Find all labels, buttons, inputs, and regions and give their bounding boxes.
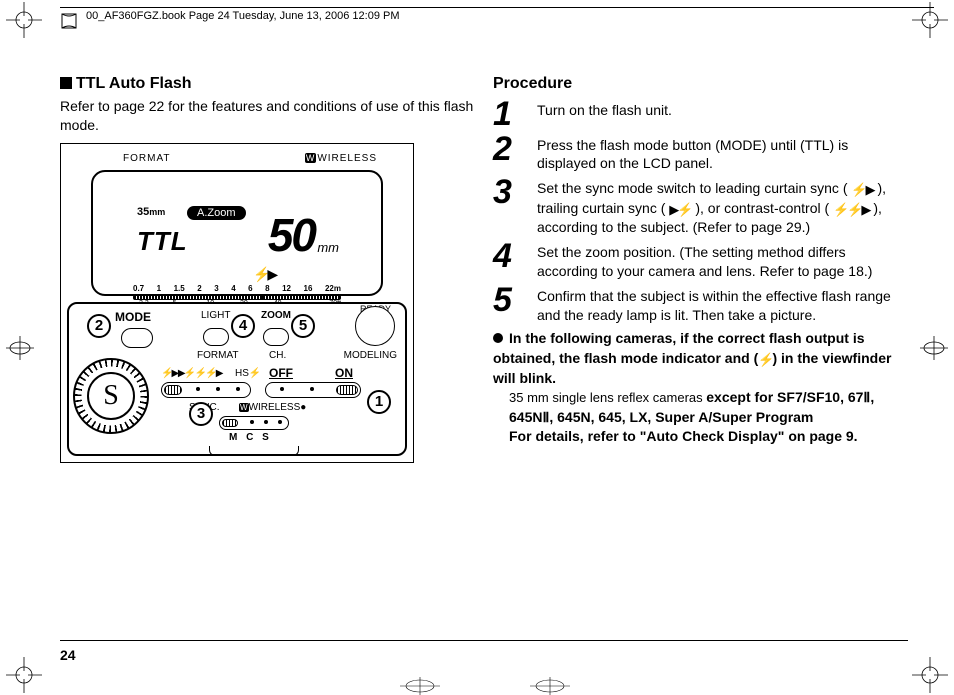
lcd-wireless-label: WIRELESS: [305, 153, 377, 164]
mode-button[interactable]: [121, 328, 153, 348]
lcd-focal: 35mm: [137, 206, 165, 218]
callout-5: 5: [291, 314, 315, 338]
lcd-format-label: FORMAT: [123, 153, 170, 164]
step-text-5: Confirm that the subject is within the e…: [537, 285, 908, 325]
off-label: OFF: [269, 366, 293, 380]
crop-mark-bl: [6, 657, 42, 693]
lcd-ttl-text: TTL: [137, 226, 188, 257]
modeling-label: MODELING: [344, 350, 397, 361]
crop-mark-br: [912, 657, 948, 693]
page-number: 24: [60, 647, 76, 663]
wireless-switch-label: WWIRELESS●: [239, 402, 306, 413]
step-number-5: 5: [493, 285, 527, 316]
section-title-text: TTL Auto Flash: [76, 75, 192, 92]
format-btn-label: FORMAT: [197, 350, 238, 361]
lcd-panel: 35mm A.Zoom TTL 50 mm ⚡▶ 0.711.523468121…: [91, 170, 383, 296]
power-switch[interactable]: [265, 382, 361, 398]
flash-glyph-icon: ⚡: [758, 351, 772, 369]
note3: For details, refer to "Auto Check Displa…: [509, 428, 858, 444]
step-text-1: Turn on the flash unit.: [537, 99, 672, 120]
callout-3: 3: [189, 402, 213, 426]
bullet-icon: [493, 333, 503, 343]
leading-sync-icon: ⚡▶: [851, 181, 873, 199]
step-5: 5 Confirm that the subject is within the…: [493, 285, 908, 325]
mcs-label: M C S: [229, 432, 272, 443]
mode-label: MODE: [115, 310, 151, 324]
lcd-sync-icon: ⚡▶: [253, 266, 275, 283]
step-3: 3 Set the sync mode switch to leading cu…: [493, 177, 908, 237]
header-bar: 00_AF360FGZ.book Page 24 Tuesday, June 1…: [60, 7, 934, 22]
test-button[interactable]: [355, 306, 395, 346]
crop-mark-tl: [6, 2, 42, 38]
flash-unit-diagram: FORMAT WIRELESS 35mm A.Zoom TTL 50 mm ⚡▶…: [60, 143, 414, 463]
on-label: ON: [335, 366, 353, 380]
step-number-4: 4: [493, 241, 527, 272]
wireless-switch[interactable]: [219, 416, 289, 430]
note-block: In the following cameras, if the correct…: [493, 329, 908, 447]
mount-foot: [209, 446, 299, 456]
step-number-1: 1: [493, 99, 527, 130]
lcd-zoom-unit: mm: [317, 240, 339, 255]
zoom-label: ZOOM: [261, 310, 291, 321]
square-bullet-icon: [60, 77, 72, 89]
step-4: 4 Set the zoom position. (The setting me…: [493, 241, 908, 281]
step-2: 2 Press the flash mode button (MODE) unt…: [493, 134, 908, 174]
reg-mark-bottom-2: [530, 677, 570, 695]
lcd-azoom-badge: A.Zoom: [187, 206, 246, 220]
step-text-2: Press the flash mode button (MODE) until…: [537, 134, 908, 174]
reg-mark-bottom-1: [400, 677, 440, 695]
hs-label: HS⚡: [235, 368, 261, 379]
step-text-3: Set the sync mode switch to leading curt…: [537, 177, 908, 237]
callout-2: 2: [87, 314, 111, 338]
step-1: 1 Turn on the flash unit.: [493, 99, 908, 130]
sync-dial-s: S: [87, 372, 135, 420]
right-column: Procedure 1 Turn on the flash unit. 2 Pr…: [493, 75, 908, 463]
note2a: 35 mm single lens reflex cameras: [509, 390, 706, 405]
trailing-sync-icon: ▶⚡: [669, 201, 691, 219]
contrast-control-icon: ⚡⚡▶: [833, 201, 869, 219]
sync-icons: ⚡▶ ▶⚡ ⚡⚡▶: [161, 368, 221, 379]
step-text-4: Set the zoom position. (The setting meth…: [537, 241, 908, 281]
header-text: 00_AF360FGZ.book Page 24 Tuesday, June 1…: [86, 10, 400, 22]
section-title: TTL Auto Flash: [60, 75, 475, 93]
left-column: TTL Auto Flash Refer to page 22 for the …: [60, 75, 475, 463]
callout-4: 4: [231, 314, 255, 338]
reg-mark-left: [6, 336, 34, 360]
procedure-title: Procedure: [493, 75, 908, 93]
book-icon: [60, 12, 78, 30]
reg-mark-right: [920, 336, 948, 360]
step-number-3: 3: [493, 177, 527, 208]
intro-text: Refer to page 22 for the features and co…: [60, 97, 475, 135]
step-number-2: 2: [493, 134, 527, 165]
light-button[interactable]: [203, 328, 229, 346]
sync-switch[interactable]: [161, 382, 251, 398]
lcd-zoom-value: 50: [268, 208, 315, 262]
callout-1: 1: [367, 390, 391, 414]
footer-rule: [60, 640, 908, 641]
light-label: LIGHT: [201, 310, 230, 321]
ch-label: CH.: [269, 350, 286, 361]
zoom-button[interactable]: [263, 328, 289, 346]
